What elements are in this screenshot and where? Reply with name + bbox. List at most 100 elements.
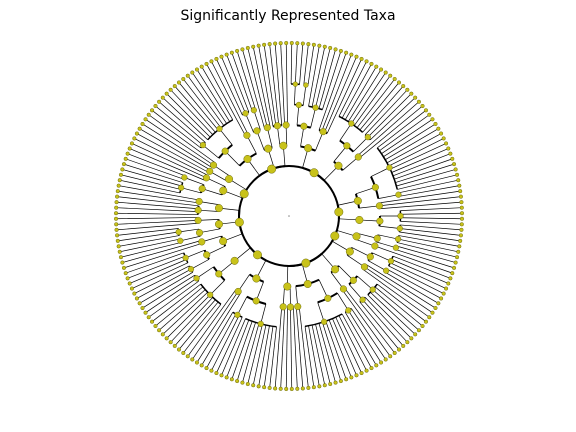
clade-node [364,134,371,141]
clade-node [206,167,214,175]
clade-node [392,244,399,251]
leaf-node [120,167,125,172]
clade-node [324,294,332,302]
leaf-line [206,313,237,369]
leaf-node [430,310,435,315]
leaf-line [127,255,186,279]
leaf-line [299,43,304,85]
leaf-node [262,42,267,47]
clade-node [397,212,404,220]
leaf-node [190,357,195,362]
clade-node [209,161,218,169]
leaf-node [448,151,453,156]
leaf-line [226,54,250,113]
leaf-line [353,75,391,126]
leaf-node [267,385,272,390]
leaf-line [308,45,320,107]
leaf-line [396,245,456,263]
leaf-node [456,178,461,183]
clade-node [234,311,241,318]
leaf-node [416,99,421,104]
leaf-node [137,126,142,131]
leaf-line [307,44,315,86]
clade-node [369,286,376,293]
clade-node [295,101,302,109]
leaf-node [459,211,465,216]
leaf-node [420,103,425,109]
branch-line [184,177,204,185]
leaf-line [123,163,183,183]
leaf-node [457,244,462,249]
leaf-line [155,286,204,327]
leaf-node [311,385,316,390]
leaf-node [194,67,200,72]
leaf-node [132,136,137,141]
leaf-line [258,325,270,387]
clade-node [194,216,202,224]
leaf-node [219,54,224,59]
leaf-line [311,325,326,386]
leaf-line [370,292,416,335]
leaf-node [413,332,418,337]
branch-line [377,234,399,240]
leaf-line [298,306,309,388]
leaf-node [185,73,190,78]
leaf-line [386,133,442,164]
leaf-line [201,312,234,366]
leaf-node [459,200,464,205]
leaf-node [459,216,465,221]
leaf-line [116,201,199,210]
leaf-node [333,380,338,385]
leaf-line [170,89,213,135]
clade-node [279,303,287,311]
leaf-line [356,78,395,128]
leaf-line [395,163,455,183]
leaf-line [381,119,433,154]
leaf-node [300,386,305,391]
clade-node [334,207,344,217]
branch-line [353,136,369,152]
leaf-node [392,76,397,82]
leaf-node [295,41,300,46]
leaf-line [398,235,460,247]
leaf-node [446,146,451,151]
leaf-line [117,196,199,207]
clade-node [267,164,277,174]
leaf-line [120,242,181,258]
clade-node [355,215,364,224]
leaf-line [397,242,458,258]
leaf-node [453,167,458,172]
leaf-line [365,297,408,343]
leaf-node [459,205,464,210]
leaf-node [427,112,432,117]
leaf-node [359,371,364,376]
leaf-line [348,310,382,363]
leaf-node [137,301,142,306]
leaf-node [113,216,119,221]
clade-node [252,274,261,283]
clade-node [214,220,223,229]
leaf-node [374,363,379,368]
clade-node [242,110,249,117]
leaf-node [458,238,463,243]
leaf-line [295,306,304,389]
leaf-node [116,244,121,249]
leaf-line [145,119,214,166]
leaf-node [117,249,122,254]
leaf-node [224,52,229,57]
leaf-line [400,212,462,215]
leaf-node [441,136,446,141]
leaf-line [400,207,462,211]
leaf-node [127,146,132,151]
leaf-line [321,54,352,132]
leaf-line [398,238,459,253]
leaf-line [359,82,400,131]
leaf-node [378,67,384,72]
leaf-node [378,360,384,365]
leaf-line [116,222,199,231]
clade-node [198,185,206,193]
leaf-node [306,385,311,390]
leaf-node [115,238,120,243]
clade-node [345,307,352,314]
leaf-node [433,305,438,311]
